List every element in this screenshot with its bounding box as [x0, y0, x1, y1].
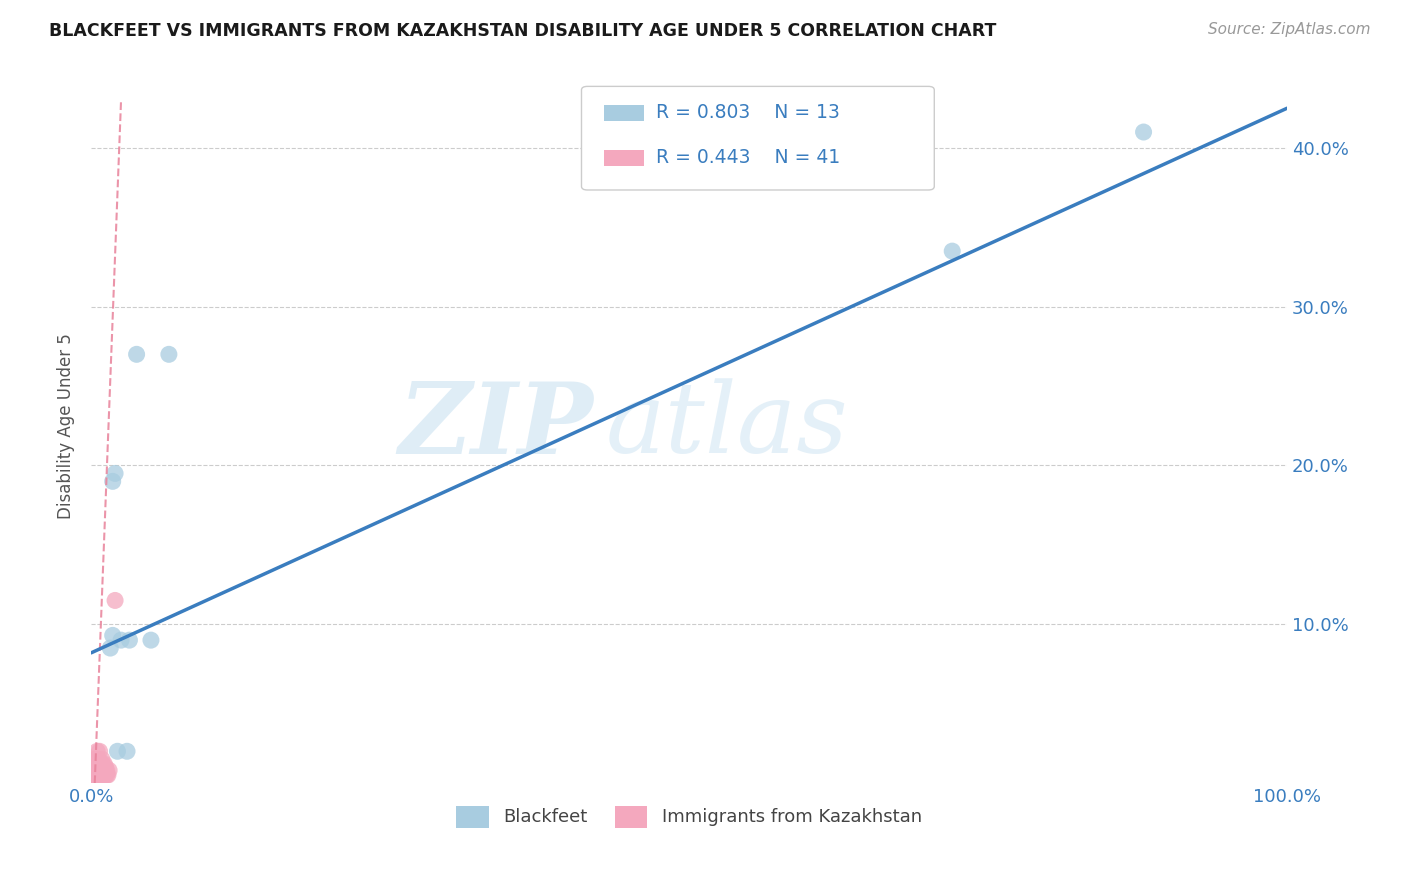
Legend: Blackfeet, Immigrants from Kazakhstan: Blackfeet, Immigrants from Kazakhstan	[450, 798, 929, 835]
Point	[1132, 125, 1154, 139]
Point	[83, 760, 105, 774]
Point	[115, 744, 138, 758]
Point	[83, 776, 105, 790]
Point	[84, 752, 107, 766]
Point	[83, 760, 105, 774]
Point	[89, 744, 111, 758]
Point	[94, 768, 117, 782]
Point	[90, 752, 112, 766]
Text: atlas: atlas	[606, 378, 848, 474]
Point	[98, 641, 121, 656]
Point	[83, 768, 105, 782]
Point	[86, 760, 108, 774]
Point	[139, 633, 162, 648]
Point	[125, 347, 148, 361]
Point	[93, 756, 115, 771]
Point	[87, 776, 110, 790]
Point	[96, 764, 118, 778]
Point	[91, 768, 114, 782]
Point	[110, 633, 132, 648]
Point	[89, 776, 111, 790]
Point	[90, 760, 112, 774]
Point	[87, 752, 110, 766]
Point	[94, 760, 117, 774]
Point	[104, 467, 127, 481]
Point	[98, 764, 121, 778]
Point	[83, 752, 105, 766]
Point	[97, 768, 120, 782]
Point	[84, 776, 107, 790]
Point	[90, 768, 112, 782]
Point	[83, 776, 105, 790]
Point	[86, 744, 108, 758]
Point	[90, 768, 112, 782]
Point	[101, 628, 124, 642]
FancyBboxPatch shape	[582, 87, 934, 190]
Point	[87, 768, 110, 782]
Text: Source: ZipAtlas.com: Source: ZipAtlas.com	[1208, 22, 1371, 37]
Point	[86, 768, 108, 782]
Point	[89, 764, 111, 778]
Point	[93, 768, 115, 782]
FancyBboxPatch shape	[605, 105, 644, 120]
FancyBboxPatch shape	[605, 150, 644, 166]
Y-axis label: Disability Age Under 5: Disability Age Under 5	[58, 333, 75, 519]
Point	[90, 756, 112, 771]
Point	[107, 744, 129, 758]
Point	[89, 756, 111, 771]
Point	[157, 347, 180, 361]
Point	[91, 768, 114, 782]
Text: R = 0.443    N = 41: R = 0.443 N = 41	[655, 148, 839, 168]
Point	[101, 475, 124, 489]
Text: BLACKFEET VS IMMIGRANTS FROM KAZAKHSTAN DISABILITY AGE UNDER 5 CORRELATION CHART: BLACKFEET VS IMMIGRANTS FROM KAZAKHSTAN …	[49, 22, 997, 40]
Point	[941, 244, 963, 259]
Point	[89, 768, 111, 782]
Point	[104, 593, 127, 607]
Point	[96, 768, 118, 782]
Point	[91, 760, 114, 774]
Text: ZIP: ZIP	[398, 377, 593, 474]
Point	[84, 760, 107, 774]
Point	[91, 760, 114, 774]
Point	[86, 776, 108, 790]
Point	[83, 768, 105, 782]
Point	[118, 633, 141, 648]
Text: R = 0.803    N = 13: R = 0.803 N = 13	[655, 103, 839, 122]
Point	[84, 768, 107, 782]
